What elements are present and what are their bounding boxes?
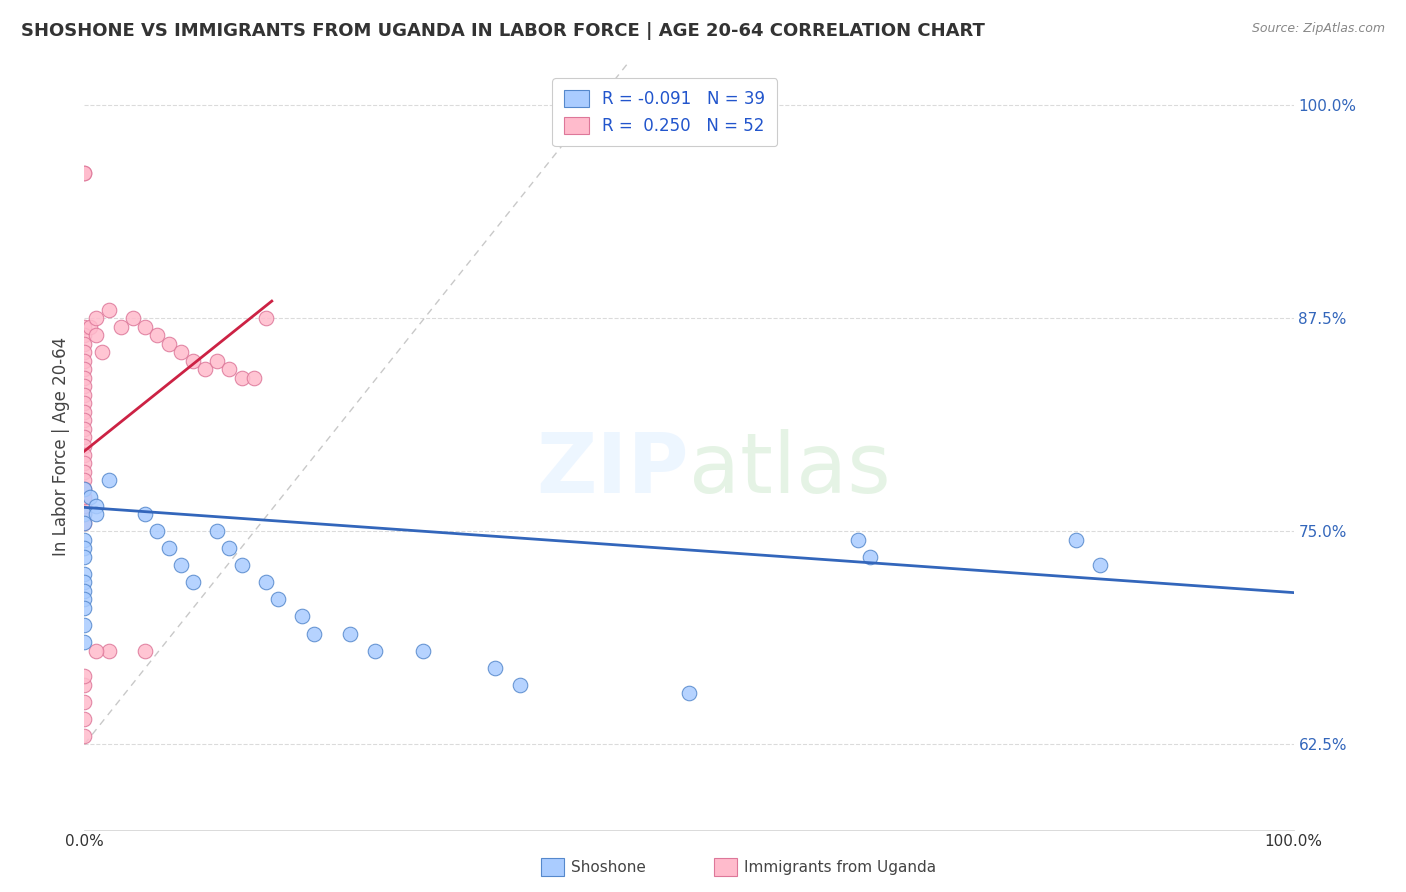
Point xyxy=(412,643,434,657)
Point xyxy=(73,583,96,598)
Point xyxy=(73,618,96,632)
Point xyxy=(73,499,96,513)
Point xyxy=(86,311,108,326)
Point xyxy=(73,635,96,649)
Point xyxy=(86,499,108,513)
Point xyxy=(73,430,96,444)
Point xyxy=(146,328,169,343)
Point xyxy=(73,465,96,479)
Point xyxy=(73,507,96,521)
Point xyxy=(363,643,385,657)
Point xyxy=(134,507,156,521)
Point xyxy=(73,516,96,530)
Point xyxy=(134,643,156,657)
Text: Immigrants from Uganda: Immigrants from Uganda xyxy=(744,861,936,875)
Point xyxy=(73,456,96,470)
Point xyxy=(859,549,882,564)
Point xyxy=(73,729,96,743)
Point xyxy=(73,482,96,496)
Point xyxy=(254,575,277,590)
Point xyxy=(291,609,314,624)
Point xyxy=(73,328,96,343)
Text: ZIP: ZIP xyxy=(537,428,689,509)
Point xyxy=(73,388,96,402)
Point xyxy=(73,695,96,709)
Point xyxy=(73,473,96,487)
Point xyxy=(86,643,108,657)
Point xyxy=(339,626,361,640)
Point xyxy=(484,660,506,674)
Point xyxy=(73,353,96,368)
Point xyxy=(194,362,217,376)
Text: Source: ZipAtlas.com: Source: ZipAtlas.com xyxy=(1251,22,1385,36)
Point xyxy=(73,413,96,427)
Point xyxy=(73,448,96,462)
Point xyxy=(73,482,96,496)
Point xyxy=(73,405,96,419)
Point xyxy=(79,319,101,334)
Point xyxy=(97,302,120,317)
Point xyxy=(73,541,96,556)
Point xyxy=(97,473,120,487)
Text: atlas: atlas xyxy=(689,428,890,509)
Point xyxy=(73,490,96,504)
Point xyxy=(79,490,101,504)
Point xyxy=(97,643,120,657)
Point xyxy=(73,166,96,180)
Point xyxy=(73,533,96,547)
Point xyxy=(73,319,96,334)
Point xyxy=(73,345,96,359)
Point xyxy=(157,541,180,556)
Point xyxy=(73,507,96,521)
Point xyxy=(242,371,264,385)
Point xyxy=(218,362,240,376)
Point xyxy=(91,345,114,359)
Point xyxy=(231,371,253,385)
Point xyxy=(181,575,204,590)
Text: SHOSHONE VS IMMIGRANTS FROM UGANDA IN LABOR FORCE | AGE 20-64 CORRELATION CHART: SHOSHONE VS IMMIGRANTS FROM UGANDA IN LA… xyxy=(21,22,986,40)
Point xyxy=(110,319,132,334)
Y-axis label: In Labor Force | Age 20-64: In Labor Force | Age 20-64 xyxy=(52,336,70,556)
Point xyxy=(1088,558,1111,573)
Point xyxy=(231,558,253,573)
Point xyxy=(678,686,700,700)
Point xyxy=(146,524,169,539)
Point xyxy=(73,592,96,607)
Point xyxy=(73,362,96,376)
Point xyxy=(509,678,531,692)
Point xyxy=(73,379,96,393)
Point xyxy=(170,558,193,573)
Point xyxy=(254,311,277,326)
Point xyxy=(207,353,229,368)
Point xyxy=(207,524,229,539)
Point xyxy=(121,311,143,326)
Text: Shoshone: Shoshone xyxy=(571,861,645,875)
Point xyxy=(73,678,96,692)
Point xyxy=(73,669,96,683)
Point xyxy=(73,166,96,180)
Point xyxy=(267,592,290,607)
Point xyxy=(73,712,96,726)
Point xyxy=(73,566,96,581)
Point xyxy=(86,507,108,521)
Point xyxy=(86,328,108,343)
Point xyxy=(73,396,96,410)
Point xyxy=(1064,533,1087,547)
Point xyxy=(73,601,96,615)
Point xyxy=(73,516,96,530)
Point xyxy=(170,345,193,359)
Legend: R = -0.091   N = 39, R =  0.250   N = 52: R = -0.091 N = 39, R = 0.250 N = 52 xyxy=(553,78,778,146)
Point xyxy=(73,549,96,564)
Point xyxy=(73,439,96,453)
Point xyxy=(73,422,96,436)
Point xyxy=(302,626,325,640)
Point xyxy=(73,371,96,385)
Point xyxy=(218,541,240,556)
Point xyxy=(134,319,156,334)
Point xyxy=(73,336,96,351)
Point xyxy=(157,336,180,351)
Point xyxy=(846,533,869,547)
Point xyxy=(73,575,96,590)
Point xyxy=(181,353,204,368)
